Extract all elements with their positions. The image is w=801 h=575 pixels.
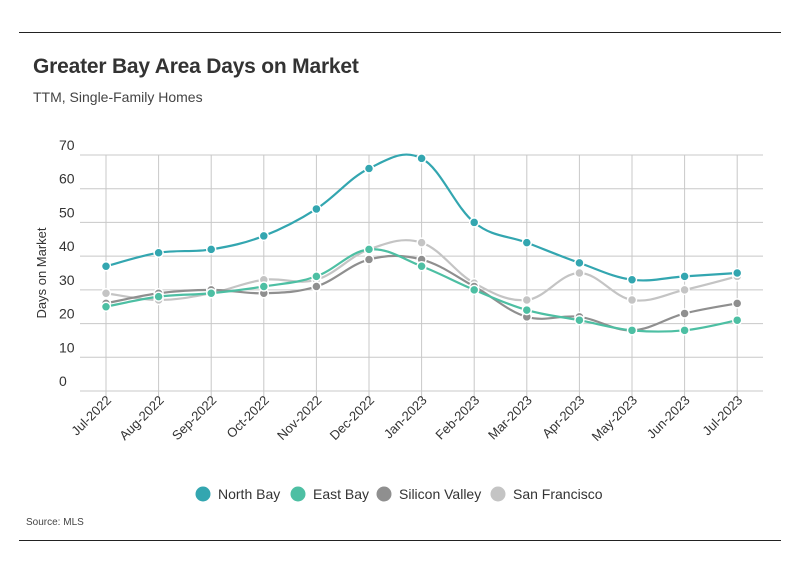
data-point-north-bay: [626, 274, 638, 285]
legend-marker-east-bay: [290, 486, 306, 502]
y-tick-label: 20: [59, 306, 75, 322]
grid: [80, 154, 763, 397]
data-point-east-bay: [363, 244, 375, 255]
data-point-north-bay: [363, 163, 375, 174]
x-tick-label: May-2023: [589, 393, 640, 444]
x-tick-label: Jan-2023: [381, 393, 430, 442]
x-tick-label: Aug-2022: [116, 393, 166, 443]
legend-marker-silicon-valley: [376, 486, 392, 502]
legend-label-san-francisco: San Francisco: [513, 486, 603, 502]
x-tick-label: Oct-2022: [223, 393, 271, 441]
data-point-north-bay: [679, 271, 690, 282]
series-east-bay: [100, 244, 743, 336]
y-tick-label: 30: [59, 272, 75, 288]
data-point-san-francisco: [416, 237, 427, 248]
legend-label-north-bay: North Bay: [218, 486, 280, 502]
x-tick-label: Sep-2022: [169, 393, 219, 443]
x-tick-label: Feb-2023: [432, 393, 482, 443]
data-point-silicon-valley: [679, 308, 690, 319]
y-tick-label: 60: [59, 171, 75, 187]
legend-marker-san-francisco: [490, 486, 506, 502]
data-point-silicon-valley: [731, 298, 743, 309]
x-tick-label: Mar-2023: [485, 393, 535, 443]
data-point-east-bay: [521, 304, 533, 316]
data-point-east-bay: [679, 325, 690, 336]
data-point-east-bay: [100, 301, 112, 312]
series-north-bay: [100, 153, 743, 285]
data-point-north-bay: [416, 153, 427, 164]
data-point-north-bay: [153, 247, 164, 259]
data-point-east-bay: [205, 287, 217, 299]
y-tick-label: 40: [59, 238, 75, 254]
data-point-silicon-valley: [363, 254, 375, 265]
data-point-north-bay: [258, 230, 270, 242]
data-point-san-francisco: [100, 287, 112, 299]
data-point-east-bay: [626, 325, 638, 336]
x-tick-label: Jul-2023: [699, 393, 745, 439]
chart-subtitle: TTM, Single-Family Homes: [33, 89, 203, 105]
data-point-san-francisco: [626, 294, 638, 306]
data-point-san-francisco: [679, 284, 690, 296]
data-point-san-francisco: [574, 267, 585, 279]
x-tick-label: Nov-2022: [274, 393, 324, 443]
legend-label-silicon-valley: Silicon Valley: [399, 486, 481, 502]
data-point-silicon-valley: [311, 281, 322, 292]
bottom-rule: [19, 540, 781, 541]
y-axis-label: Days on Market: [34, 227, 49, 318]
data-point-north-bay: [731, 267, 743, 279]
y-tick-label: 50: [59, 204, 75, 220]
data-point-east-bay: [258, 281, 270, 292]
data-point-north-bay: [468, 217, 480, 228]
y-tick-label: 0: [59, 373, 67, 389]
data-point-north-bay: [521, 237, 533, 248]
data-point-north-bay: [311, 203, 322, 215]
x-tick-label: Dec-2022: [327, 393, 377, 443]
legend-marker-north-bay: [195, 486, 211, 502]
legend-label-east-bay: East Bay: [313, 486, 369, 502]
data-point-east-bay: [574, 314, 585, 326]
y-tick-label: 70: [59, 137, 75, 153]
data-point-east-bay: [153, 291, 164, 302]
data-point-east-bay: [731, 314, 743, 326]
data-point-san-francisco: [521, 294, 533, 306]
x-tick-label: Jun-2023: [644, 393, 693, 442]
x-tick-label: Jul-2022: [68, 393, 114, 439]
data-point-north-bay: [205, 244, 217, 255]
legend: North Bay East Bay Silicon Valley San Franc…: [195, 486, 603, 502]
data-point-east-bay: [468, 284, 480, 296]
x-tick-label: Apr-2023: [539, 393, 587, 441]
data-point-north-bay: [100, 261, 112, 272]
data-point-east-bay: [416, 261, 427, 272]
y-tick-label: 10: [59, 339, 75, 355]
data-point-east-bay: [311, 271, 322, 282]
source-note: Source: MLS: [26, 517, 84, 528]
chart-title: Greater Bay Area Days on Market: [33, 55, 359, 78]
top-rule: [19, 32, 781, 33]
data-point-north-bay: [574, 257, 585, 269]
